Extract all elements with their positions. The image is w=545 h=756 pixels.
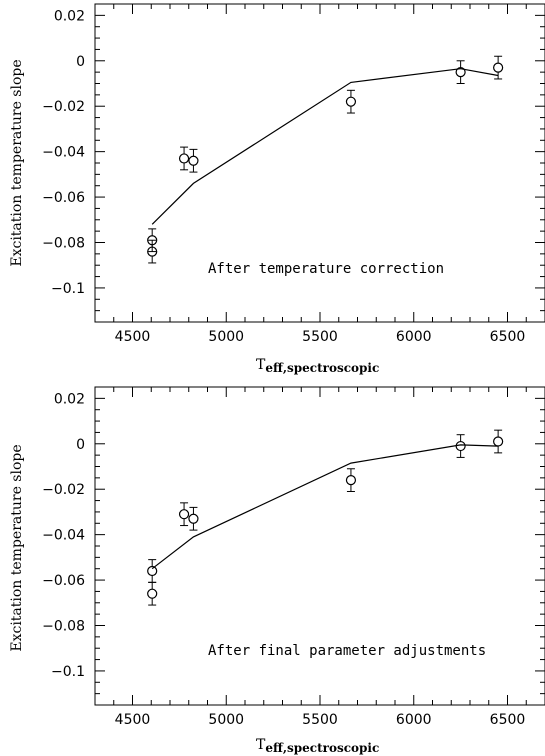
data-point xyxy=(188,513,199,524)
y-tick-label: −0.02 xyxy=(42,99,85,115)
y-tick-label: −0.1 xyxy=(51,664,85,680)
y-tick-label: −0.08 xyxy=(42,236,85,252)
panel-top: 4500 5000 5500 6000 6500 0.02 0 −0.02 −0.04 −0.06… xyxy=(9,3,545,375)
y-axis-label-top: Excitation temperature slope xyxy=(9,59,25,266)
y-tick-label: −0.02 xyxy=(42,482,85,498)
x-tick-label: 4500 xyxy=(115,712,151,728)
data-point xyxy=(345,475,357,486)
data-point xyxy=(147,565,158,577)
panel-bottom: 4500 5000 5500 6000 6500 0.02 0 −0.02 −0.04 −0.06… xyxy=(9,386,545,755)
tick-marks-top: 4500 5000 5500 6000 6500 0.02 0 −0.02 −0.04 −0.06… xyxy=(42,4,545,345)
x-tick-label: 4500 xyxy=(115,329,151,345)
data-point xyxy=(178,153,190,164)
y-tick-label: −0.1 xyxy=(51,281,85,297)
y-tick-label: 0 xyxy=(76,54,85,70)
x-axis-label-subscript: eff,spectroscopic xyxy=(265,741,379,755)
annotation-top: After temperature correction xyxy=(208,261,444,277)
x-axis-label-main: T xyxy=(256,357,266,373)
y-axis-label-bottom: Excitation temperature slope xyxy=(9,444,25,651)
x-axis-label-bottom: Teff,spectroscopic xyxy=(256,737,379,755)
x-tick-label: 6000 xyxy=(396,329,432,345)
y-tick-label: −0.08 xyxy=(42,619,85,635)
y-tick-label: 0.02 xyxy=(54,8,85,24)
x-tick-label: 6000 xyxy=(396,712,432,728)
x-tick-label: 6500 xyxy=(490,329,526,345)
x-axis-label-top: Teff,spectroscopic xyxy=(256,357,379,375)
x-tick-label: 5000 xyxy=(208,329,244,345)
model-line xyxy=(151,444,499,570)
y-tick-label: −0.04 xyxy=(42,528,85,544)
x-tick-label: 6500 xyxy=(490,712,526,728)
y-tick-label: 0 xyxy=(76,437,85,453)
y-tick-label: −0.06 xyxy=(42,190,85,206)
data-point xyxy=(493,62,504,73)
data-point xyxy=(147,246,158,257)
x-tick-label: 5500 xyxy=(302,712,338,728)
model-line xyxy=(151,68,499,225)
x-tick-label: 5500 xyxy=(302,329,338,345)
annotation-bottom: After final parameter adjustments xyxy=(208,643,486,659)
x-axis-label-subscript: eff,spectroscopic xyxy=(265,361,379,375)
y-tick-label: 0.02 xyxy=(54,391,85,407)
data-marks-top xyxy=(147,55,504,264)
x-axis-label-main: T xyxy=(256,737,266,753)
data-point xyxy=(178,509,190,520)
data-point xyxy=(455,440,466,452)
data-point xyxy=(493,436,504,447)
data-point xyxy=(455,67,466,78)
tick-marks-bottom: 4500 5000 5500 6000 6500 0.02 0 −0.02 −0.04 −0.06… xyxy=(42,387,545,728)
data-point xyxy=(345,96,357,107)
y-tick-label: −0.04 xyxy=(42,145,85,161)
y-tick-label: −0.06 xyxy=(42,573,85,589)
data-marks-bottom xyxy=(147,429,504,606)
data-point xyxy=(188,155,199,166)
data-point xyxy=(147,588,158,599)
x-tick-label: 5000 xyxy=(208,712,244,728)
